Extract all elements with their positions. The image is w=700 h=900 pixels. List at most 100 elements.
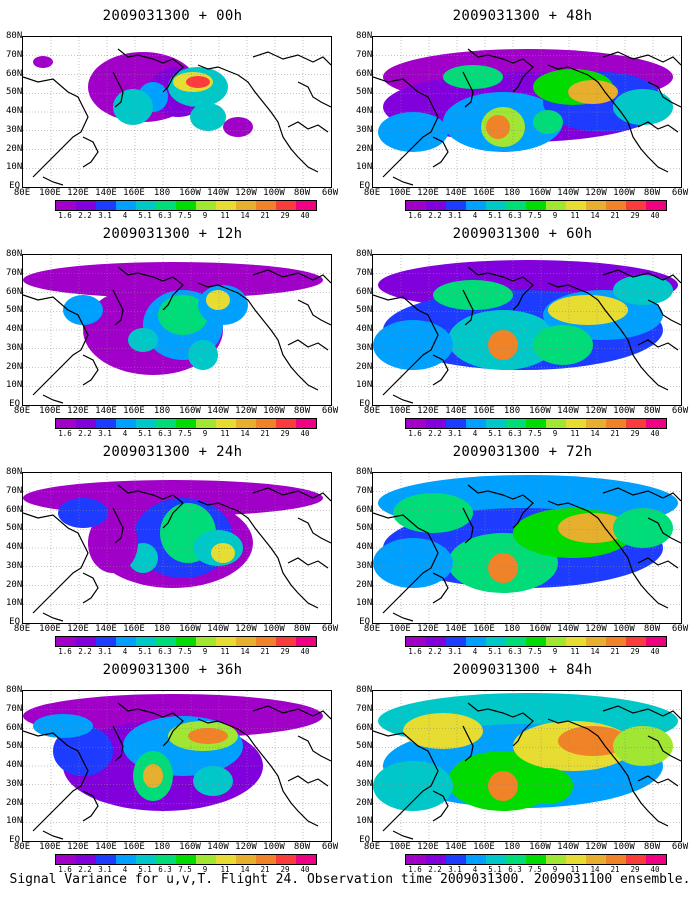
variance-contour [613, 508, 673, 548]
colorbar-swatch [196, 419, 216, 428]
colorbar-label: 9 [552, 647, 558, 656]
colorbar-swatch [196, 637, 216, 646]
coastline [602, 705, 681, 720]
colorbar-swatch [216, 637, 236, 646]
colorbar-label: 4 [122, 865, 128, 874]
y-tick-label: 20N [356, 797, 373, 808]
y-tick-label: 40N [6, 542, 23, 552]
x-tick-label: 120W [235, 624, 257, 634]
x-tick-label: 80E [13, 624, 31, 634]
colorbar-swatch [546, 201, 566, 210]
coastline [647, 735, 681, 762]
colorbar-swatch [646, 419, 666, 428]
colorbar-label: 11 [220, 211, 230, 220]
colorbar-swatch [156, 637, 176, 646]
x-tick-label: 80E [363, 188, 381, 198]
y-tick-label: 70N [6, 703, 23, 714]
map-panel: 2009031300 + 36h EQ 10N 20N 30N 40N 50N 60N 70N 8… [0, 662, 345, 874]
x-tick-label: 180 [153, 624, 171, 634]
x-tick-label: 180 [503, 842, 521, 852]
coastline [197, 500, 319, 609]
x-tick-label: 80W [293, 406, 311, 416]
colorbar-swatch [406, 419, 426, 428]
y-tick-label: 20N [356, 579, 373, 590]
coastline [42, 394, 64, 404]
colorbar [405, 200, 667, 211]
coastline [82, 136, 99, 168]
x-tick-label: 80W [643, 188, 661, 198]
y-tick-label: 20N [356, 143, 373, 154]
colorbar [405, 418, 667, 429]
y-tick-label: 10N [6, 598, 23, 609]
coastline [467, 484, 534, 529]
coastline [432, 572, 449, 604]
coastline [602, 51, 681, 66]
coastline [373, 294, 439, 396]
colorbar-swatch [256, 201, 276, 210]
y-tick-label: 10N [6, 380, 23, 391]
colorbar-swatch [176, 419, 196, 428]
coastline [392, 612, 414, 622]
variance-contour [223, 117, 253, 137]
colorbar-label: 7.5 [528, 429, 542, 438]
colorbar-swatch [626, 419, 646, 428]
colorbar-label: 6.3 [158, 865, 172, 874]
colorbar [55, 636, 317, 647]
colorbar-label: 6.3 [508, 647, 522, 656]
y-tick-label: 60N [6, 286, 23, 297]
colorbar-label: 21 [260, 211, 270, 220]
colorbar-label: 2.2 [78, 865, 92, 874]
x-tick-label: 160E [123, 406, 145, 416]
variance-contour [53, 726, 113, 776]
coastline [112, 507, 124, 544]
variance-contour [190, 103, 226, 131]
variance-contour [568, 80, 618, 104]
variance-contour [33, 714, 93, 738]
x-tick-label: 60W [321, 842, 339, 852]
colorbar-swatch [56, 419, 76, 428]
x-tick-label: 100W [613, 624, 635, 634]
colorbar-swatch [506, 201, 526, 210]
x-tick-label: 140W [557, 188, 579, 198]
variance-contour [373, 320, 453, 370]
y-tick-label: 70N [356, 49, 373, 60]
y-tick-label: 70N [6, 485, 23, 496]
colorbar-label: 40 [300, 211, 310, 220]
colorbar-swatch [546, 637, 566, 646]
x-tick-label: 180 [153, 842, 171, 852]
x-tick-label: 140W [557, 406, 579, 416]
colorbar-label: 21 [610, 647, 620, 656]
x-tick-label: 100E [39, 842, 61, 852]
x-tick-label: 80W [293, 624, 311, 634]
coastline [462, 289, 474, 326]
colorbar-swatch [646, 855, 666, 864]
colorbar-swatch [406, 637, 426, 646]
colorbar-swatch [486, 419, 506, 428]
colorbar-swatch [96, 419, 116, 428]
x-tick-label: 80E [363, 842, 381, 852]
coastline [547, 64, 669, 173]
y-tick-label: 10N [356, 162, 373, 173]
colorbar-swatch [56, 201, 76, 210]
coastline [392, 176, 414, 186]
x-tick-label: 80E [363, 624, 381, 634]
colorbar-label: 11 [570, 211, 580, 220]
colorbar-label: 11 [220, 865, 230, 874]
colorbar-swatch [466, 419, 486, 428]
y-tick-label: 50N [356, 305, 373, 316]
colorbar-swatch [116, 201, 136, 210]
map-plot [22, 472, 332, 624]
figure-caption: Signal Variance for u,v,T. Flight 24. Ob… [9, 872, 691, 887]
colorbar-swatch [276, 855, 296, 864]
colorbar-swatch [606, 855, 626, 864]
coastline [23, 76, 89, 178]
map-panel: 2009031300 + 12h EQ 10N 20N 30N 40N 50N 60N 70N 8… [0, 226, 345, 438]
map-plot [22, 254, 332, 406]
colorbar-label: 7.5 [178, 211, 192, 220]
map-plot [372, 254, 682, 406]
x-tick-label: 140W [207, 406, 229, 416]
x-tick-label: 160W [529, 842, 551, 852]
y-tick-label: 10N [356, 380, 373, 391]
x-tick-label: 140W [207, 188, 229, 198]
x-tick-label: 120E [67, 842, 89, 852]
